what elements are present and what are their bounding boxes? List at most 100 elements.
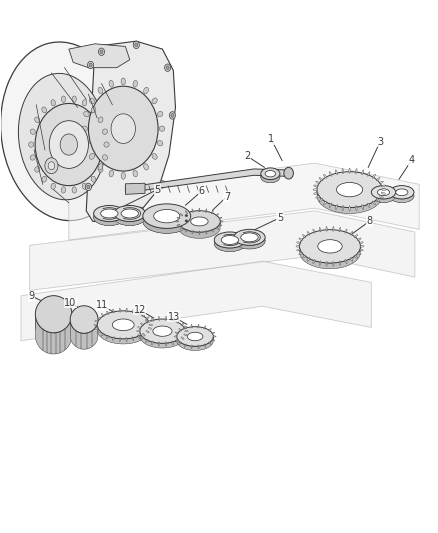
Ellipse shape <box>99 48 105 55</box>
Ellipse shape <box>303 235 306 238</box>
Ellipse shape <box>84 141 89 146</box>
Ellipse shape <box>97 330 100 333</box>
Ellipse shape <box>177 320 180 323</box>
Ellipse shape <box>149 324 152 326</box>
Ellipse shape <box>113 337 114 341</box>
Ellipse shape <box>371 185 396 199</box>
Ellipse shape <box>42 176 46 182</box>
Ellipse shape <box>18 74 106 200</box>
Ellipse shape <box>357 252 361 255</box>
Ellipse shape <box>121 78 125 85</box>
Ellipse shape <box>219 224 222 225</box>
Ellipse shape <box>149 217 152 220</box>
Ellipse shape <box>138 334 141 336</box>
Ellipse shape <box>133 170 138 177</box>
Text: 10: 10 <box>64 297 76 308</box>
Text: 5: 5 <box>154 184 160 195</box>
Ellipse shape <box>371 189 396 203</box>
Ellipse shape <box>181 323 184 326</box>
Ellipse shape <box>35 103 102 185</box>
Ellipse shape <box>140 319 185 343</box>
Ellipse shape <box>97 313 149 342</box>
Ellipse shape <box>390 189 414 203</box>
Polygon shape <box>98 327 149 344</box>
Ellipse shape <box>185 211 187 214</box>
Ellipse shape <box>161 182 164 186</box>
Ellipse shape <box>396 192 408 199</box>
Ellipse shape <box>152 98 157 104</box>
Ellipse shape <box>91 107 96 113</box>
Ellipse shape <box>192 209 193 213</box>
Ellipse shape <box>179 211 220 232</box>
Ellipse shape <box>199 231 200 235</box>
Polygon shape <box>125 169 289 192</box>
Ellipse shape <box>161 222 164 226</box>
Ellipse shape <box>376 177 380 181</box>
Ellipse shape <box>205 230 207 234</box>
Ellipse shape <box>317 172 382 207</box>
Ellipse shape <box>89 98 95 104</box>
Ellipse shape <box>234 233 265 249</box>
Ellipse shape <box>154 209 180 223</box>
Ellipse shape <box>316 181 320 184</box>
Ellipse shape <box>60 134 78 155</box>
Polygon shape <box>71 322 98 349</box>
Ellipse shape <box>113 319 134 330</box>
Ellipse shape <box>179 342 181 344</box>
Ellipse shape <box>51 100 56 106</box>
Polygon shape <box>21 261 371 341</box>
Ellipse shape <box>379 181 383 184</box>
Ellipse shape <box>234 229 265 245</box>
Ellipse shape <box>185 215 187 216</box>
Ellipse shape <box>98 164 103 170</box>
Polygon shape <box>317 192 382 213</box>
Ellipse shape <box>221 239 239 248</box>
Ellipse shape <box>95 328 98 329</box>
Ellipse shape <box>121 209 138 218</box>
Ellipse shape <box>176 221 179 222</box>
Ellipse shape <box>114 209 145 225</box>
Ellipse shape <box>97 317 100 319</box>
Ellipse shape <box>333 227 334 231</box>
Ellipse shape <box>61 187 66 193</box>
Ellipse shape <box>111 114 135 143</box>
Ellipse shape <box>35 296 72 333</box>
Ellipse shape <box>296 246 300 247</box>
Ellipse shape <box>378 189 390 196</box>
Ellipse shape <box>191 217 208 226</box>
Ellipse shape <box>349 206 350 211</box>
Text: 2: 2 <box>244 151 251 161</box>
Ellipse shape <box>98 117 103 123</box>
Ellipse shape <box>151 211 154 213</box>
Ellipse shape <box>356 168 357 174</box>
Ellipse shape <box>177 329 213 349</box>
Polygon shape <box>35 317 72 354</box>
Ellipse shape <box>174 222 176 225</box>
Ellipse shape <box>154 221 156 224</box>
Ellipse shape <box>209 328 211 331</box>
Text: 12: 12 <box>134 305 146 315</box>
Ellipse shape <box>181 213 184 215</box>
Polygon shape <box>261 175 280 183</box>
Ellipse shape <box>307 231 310 235</box>
Ellipse shape <box>135 43 138 47</box>
Ellipse shape <box>339 261 341 265</box>
Ellipse shape <box>319 228 321 232</box>
Ellipse shape <box>192 230 193 234</box>
Ellipse shape <box>336 205 337 209</box>
Ellipse shape <box>138 207 144 215</box>
Ellipse shape <box>88 86 158 171</box>
Ellipse shape <box>336 182 363 197</box>
Ellipse shape <box>180 211 183 213</box>
Ellipse shape <box>109 170 113 177</box>
Ellipse shape <box>265 171 276 177</box>
Ellipse shape <box>191 325 192 328</box>
Ellipse shape <box>132 337 134 341</box>
Ellipse shape <box>221 236 239 245</box>
Ellipse shape <box>209 342 211 344</box>
Ellipse shape <box>148 320 152 322</box>
Ellipse shape <box>42 107 46 113</box>
Ellipse shape <box>319 261 321 265</box>
Ellipse shape <box>329 203 332 207</box>
Ellipse shape <box>157 111 163 117</box>
